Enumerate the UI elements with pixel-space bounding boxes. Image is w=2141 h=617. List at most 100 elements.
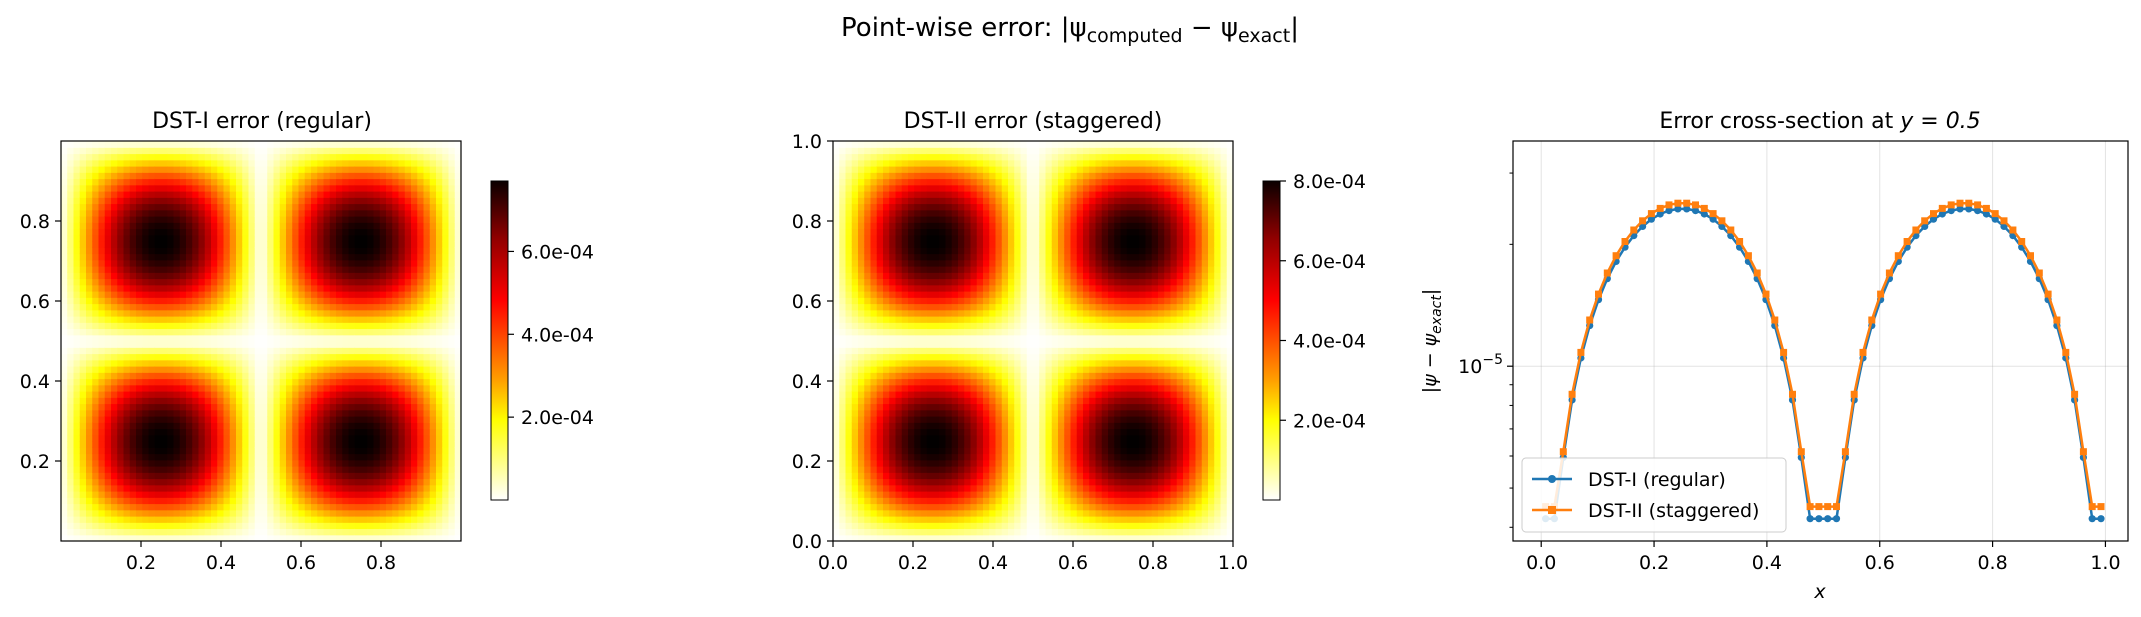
heatmap-dst1-cell — [223, 441, 231, 448]
heatmap-dst1-cell — [236, 278, 243, 286]
heatmap-dst1-cell — [136, 266, 143, 273]
heatmap-dst1-cell — [217, 234, 225, 242]
heatmap-dst1-cell — [292, 322, 300, 330]
heatmap-dst2-cell — [839, 353, 847, 361]
heatmap-dst1-cell — [154, 334, 162, 342]
heatmap-dst1-cell — [242, 459, 250, 467]
heatmap-dst1-cell — [442, 503, 450, 511]
heatmap-dst1-cell — [104, 284, 112, 292]
heatmap-dst1-cell — [261, 178, 268, 186]
heatmap-dst1-cell — [423, 422, 431, 430]
heatmap-dst1-cell — [404, 472, 412, 480]
heatmap-dst1-cell — [286, 472, 293, 480]
heatmap-dst1-cell — [454, 228, 462, 236]
heatmap-dst1-cell — [267, 241, 275, 248]
heatmap-dst1-cell — [92, 322, 100, 330]
heatmap-dst1-cell — [211, 159, 218, 167]
heatmap-dst2-cell — [839, 322, 847, 330]
heatmap-dst1-cell — [198, 309, 206, 317]
heatmap-dst1-cell — [129, 441, 137, 448]
heatmap-dst1-cell — [348, 284, 356, 292]
heatmap-dst1-cell — [73, 278, 81, 286]
heatmap-dst2-cell — [901, 278, 909, 286]
heatmap-dst1-cell — [229, 303, 237, 311]
heatmap-dst1-cell — [67, 272, 75, 280]
heatmap-dst2-cell — [895, 528, 903, 536]
heatmap-dst1-cell — [123, 447, 131, 455]
heatmap-dst1-cell — [79, 141, 87, 148]
heatmap-dst1-cell — [229, 253, 237, 261]
heatmap-dst2-cell — [895, 184, 903, 192]
heatmap-dst1-cell — [342, 216, 350, 223]
heatmap-dst1-cell — [392, 491, 400, 498]
heatmap-dst1-cell — [242, 322, 250, 330]
heatmap-dst2-cell — [833, 472, 840, 480]
heatmap-dst1-cell — [79, 316, 87, 323]
heatmap-dst1-cell — [361, 259, 368, 267]
heatmap-dst1-cell — [286, 359, 293, 367]
heatmap-dst1-cell — [154, 409, 162, 417]
heatmap-dst1-cell — [223, 259, 231, 267]
heatmap-dst1-cell — [298, 416, 306, 423]
heatmap-dst2-cell — [858, 478, 865, 486]
heatmap-dst1-cell — [198, 453, 206, 461]
heatmap-dst1-cell — [386, 291, 393, 298]
heatmap-dst1-cell — [192, 353, 200, 361]
heatmap-dst1-cell — [217, 209, 225, 217]
heatmap-dst2-cell — [883, 184, 890, 192]
heatmap-dst1-cell — [154, 166, 162, 173]
heatmap-dst1-cell — [304, 428, 312, 436]
heatmap-dst1-cell — [336, 247, 343, 255]
heatmap-dst1-cell — [167, 184, 175, 192]
heatmap-dst1-cell — [179, 278, 187, 286]
heatmap-dst1-cell — [229, 197, 237, 205]
heatmap-dst1-cell — [336, 491, 343, 498]
heatmap-dst1-cell — [204, 253, 212, 261]
heatmap-dst1-cell — [104, 534, 112, 542]
heatmap-dst2-cell — [833, 466, 840, 473]
heatmap-dst1-cell — [423, 222, 431, 230]
heatmap-dst1-cell — [411, 534, 418, 542]
heatmap-dst1-cell — [192, 491, 200, 498]
heatmap-dst1-cell — [67, 516, 75, 523]
heatmap-dst1-cell — [373, 534, 381, 542]
heatmap-dst1-cell — [361, 491, 368, 498]
heatmap-dst2-cell — [845, 534, 853, 542]
heatmap-dst1-cell — [454, 147, 462, 155]
heatmap-dst1-cell — [236, 234, 243, 242]
heatmap-dst1-cell — [242, 522, 250, 530]
heatmap-dst1-cell — [204, 484, 212, 492]
heatmap-dst1-cell — [98, 484, 106, 492]
heatmap-dst1-cell — [67, 478, 75, 486]
heatmap-dst1-cell — [61, 497, 68, 505]
heatmap-dst1-cell — [342, 353, 350, 361]
heatmap-dst1-cell — [267, 384, 275, 392]
heatmap-dst1-cell — [323, 278, 331, 286]
heatmap-dst2-cell — [876, 284, 884, 292]
heatmap-dst1-cell — [373, 378, 381, 386]
heatmap-dst1-cell — [79, 491, 87, 498]
heatmap-dst1-cell — [404, 184, 412, 192]
heatmap-dst1-cell — [279, 422, 287, 430]
heatmap-dst1-cell — [167, 328, 175, 336]
heatmap-dst1-cell — [336, 534, 343, 542]
heatmap-dst1-cell — [448, 503, 456, 511]
heatmap-dst1-cell — [67, 484, 75, 492]
heatmap-dst1-cell — [223, 459, 231, 467]
heatmap-dst1-cell — [223, 334, 231, 342]
heatmap-dst1-cell — [154, 241, 162, 248]
heatmap-dst2-cell — [858, 522, 865, 530]
heatmap-dst1-cell — [217, 222, 225, 230]
heatmap-dst1-cell — [361, 184, 368, 192]
heatmap-dst2-cell — [876, 472, 884, 480]
heatmap-dst1-cell — [104, 191, 112, 198]
heatmap-dst2-cell — [833, 278, 840, 286]
heatmap-dst1-cell — [204, 478, 212, 486]
heatmap-dst1-cell — [273, 241, 281, 248]
heatmap-dst1-cell — [348, 291, 356, 298]
heatmap-dst1-cell — [292, 259, 300, 267]
heatmap-dst1-cell — [292, 303, 300, 311]
heatmap-dst1-cell — [223, 141, 231, 148]
heatmap-dst2-cell — [833, 522, 840, 530]
heatmap-dst1-cell — [373, 403, 381, 411]
